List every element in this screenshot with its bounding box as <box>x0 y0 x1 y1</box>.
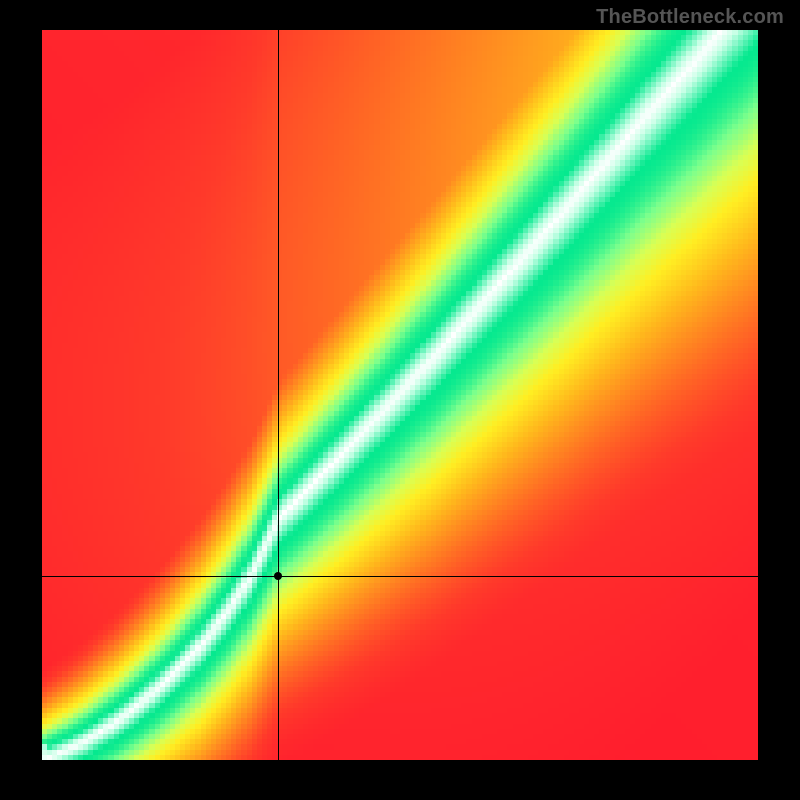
bottleneck-heatmap <box>42 30 758 760</box>
watermark-text: TheBottleneck.com <box>596 6 784 29</box>
figure-root: TheBottleneck.com <box>0 0 800 800</box>
